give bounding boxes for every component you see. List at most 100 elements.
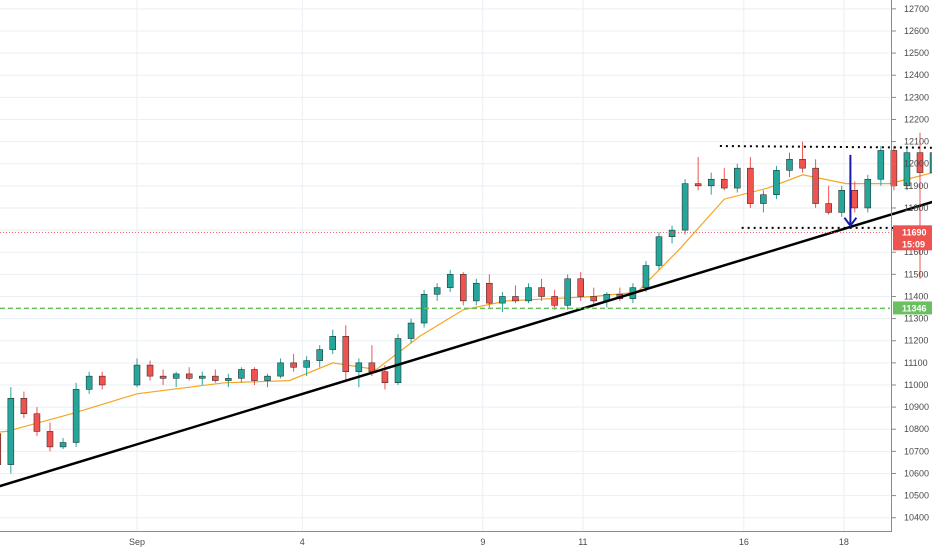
candle [799, 141, 806, 173]
candle [7, 387, 15, 474]
candle-body [812, 167, 819, 204]
candle [564, 274, 571, 310]
moving-average [0, 172, 932, 433]
candle [864, 174, 872, 213]
trendline [0, 200, 932, 488]
candle [98, 371, 106, 390]
candle-body [355, 362, 363, 372]
candle [303, 356, 310, 377]
candle [264, 373, 271, 388]
candle-body [238, 369, 245, 379]
candle-body [486, 282, 493, 304]
candle-body [446, 274, 454, 288]
candle [20, 391, 28, 419]
price-tick-label: 12100 [904, 137, 929, 147]
price-tick-label: 10700 [904, 446, 929, 456]
candle [316, 345, 323, 368]
candle [33, 407, 41, 436]
price-tick-label: 12200 [904, 114, 929, 124]
candle-body [146, 364, 154, 377]
candle [460, 272, 467, 306]
candle [199, 371, 206, 385]
candle-body [721, 178, 728, 189]
time-tick-label: 16 [739, 537, 749, 547]
candle-body [59, 442, 67, 448]
candle-body [799, 159, 806, 169]
support-price-tag [893, 301, 932, 315]
down-arrow [843, 154, 858, 228]
candle-body [433, 287, 441, 295]
candle-body [368, 362, 376, 372]
candle-body [381, 371, 389, 384]
candle [812, 159, 819, 208]
candle-body [277, 362, 284, 377]
candle-body [655, 236, 663, 266]
price-tick-label: 11400 [904, 291, 928, 301]
candle-body [499, 296, 506, 304]
arrow-head [843, 217, 858, 228]
candle [342, 325, 350, 381]
drawings [0, 145, 932, 488]
time-tick-label: Sep [129, 537, 145, 547]
price-tick-label: 12300 [904, 92, 929, 102]
chart-grid [0, 0, 890, 531]
time-tick-label: 9 [480, 537, 485, 547]
candle-body [525, 287, 532, 302]
candle-body [0, 433, 2, 465]
candle [512, 285, 519, 304]
candle-body [564, 278, 571, 306]
candle [551, 289, 558, 310]
time-axis[interactable]: 28Sep491116182326Oct [0, 537, 932, 547]
candle [694, 157, 702, 191]
candle [433, 283, 441, 301]
price-tick-label: 11000 [904, 380, 928, 390]
last-price-tag [893, 225, 932, 251]
candle [238, 367, 245, 383]
candle [668, 225, 676, 244]
price-axis[interactable]: 12700 12600 12500 12400 12300 12200 12100 12000… [892, 4, 929, 523]
candle [760, 190, 767, 213]
candle [642, 261, 650, 293]
candle [577, 272, 584, 301]
candlesticks [0, 132, 932, 474]
candle [46, 422, 54, 452]
candle [0, 433, 2, 465]
candle-body [460, 274, 467, 302]
candle-body [773, 170, 780, 195]
candle-body [133, 364, 141, 386]
candle [446, 269, 454, 293]
candle [825, 185, 832, 215]
candle [929, 152, 932, 173]
candle [590, 287, 597, 306]
candle-body [199, 375, 206, 379]
candle [499, 292, 506, 312]
candle-body [916, 152, 924, 173]
candle-body [185, 373, 193, 379]
candle-body [681, 183, 689, 231]
candle-body [838, 190, 845, 213]
candle-body [407, 322, 415, 339]
candle-body [877, 150, 885, 180]
candle [172, 371, 180, 388]
candle-body [33, 413, 41, 432]
price-tick-label: 11900 [904, 181, 928, 191]
candle-body [290, 362, 297, 368]
candle [329, 329, 336, 354]
candle [85, 371, 93, 394]
price-tick-label: 12400 [904, 70, 929, 80]
candle-body [551, 296, 558, 306]
candle-body [538, 287, 545, 297]
candle [903, 146, 911, 191]
candle [59, 438, 67, 450]
candle-body [159, 375, 167, 379]
candle-body [85, 375, 93, 390]
candle-body [590, 296, 597, 302]
time-tick-label: 4 [300, 537, 305, 547]
price-tick-label: 10500 [904, 491, 929, 501]
support-price-value: 11346 [902, 303, 927, 313]
candle-body [316, 349, 323, 361]
price-tick-label: 12000 [904, 159, 929, 169]
countdown-value: 15:09 [902, 239, 925, 249]
price-tick-label: 12600 [904, 26, 929, 36]
